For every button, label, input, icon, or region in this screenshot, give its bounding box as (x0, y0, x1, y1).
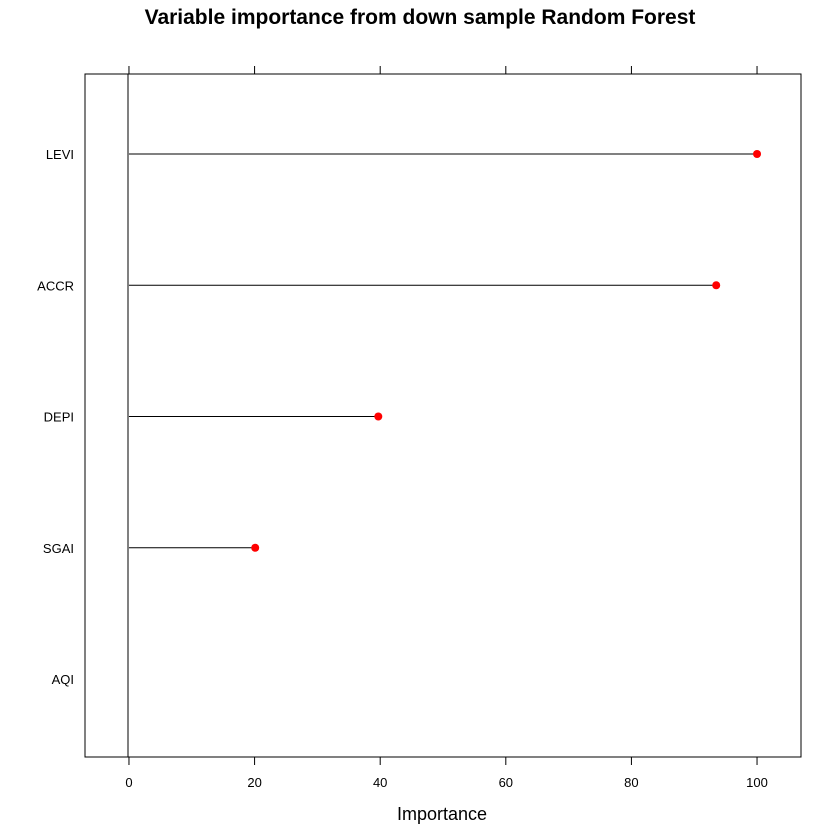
x-tick-label: 40 (373, 775, 387, 790)
y-tick-label: SGAI (43, 541, 74, 556)
x-axis-title: Importance (397, 804, 487, 824)
importance-point (753, 150, 762, 158)
y-axis-labels: LEVI ACCR DEPI SGAI AQI (37, 147, 74, 687)
x-axis-top (128, 66, 758, 74)
importance-point (251, 543, 260, 552)
importance-points (251, 150, 762, 552)
importance-point (712, 281, 721, 290)
x-tick-label: 20 (247, 775, 261, 790)
y-tick-label: AQI (52, 672, 74, 687)
chart-title: Variable importance from down sample Ran… (144, 6, 696, 29)
importance-segments (128, 153, 758, 549)
x-tick-label: 100 (746, 775, 768, 790)
plot-frame (84, 73, 802, 758)
y-tick-label: DEPI (44, 410, 74, 425)
x-tick-label: 60 (499, 775, 513, 790)
y-tick-label: ACCR (37, 278, 74, 293)
x-tick-label: 0 (125, 775, 132, 790)
x-axis-bottom: 0 20 40 60 80 100 (125, 757, 768, 790)
x-tick-label: 80 (624, 775, 638, 790)
y-tick-label: LEVI (46, 147, 74, 162)
importance-point (374, 412, 383, 421)
